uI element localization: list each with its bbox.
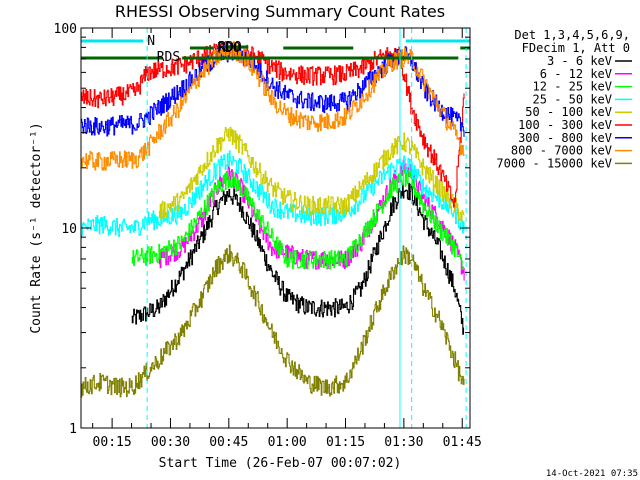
legend-label: 7000 - 15000 keV: [496, 156, 612, 170]
y-tick-label: 1: [69, 422, 77, 437]
legend-label: 100 - 300 keV: [518, 118, 612, 132]
y-axis-label: Count Rate (s⁻¹ detector⁻¹): [29, 122, 44, 333]
legend: Det 1,3,4,5,6,9, FDecim 1, Att 0 3 - 6 k…: [496, 28, 632, 170]
x-axis-label: Start Time (26-Feb-07 00:07:02): [159, 456, 402, 471]
axes-group: 1 10 100 00:15 00:30 00:45 01:00 01:15 01:30 01:4…: [54, 22, 482, 450]
y-tick-label: 100: [54, 22, 77, 37]
flag-bar-label: RDO: [217, 41, 241, 56]
x-tick-label: 00:15: [93, 435, 132, 450]
x-tick-label: 01:45: [443, 435, 482, 450]
y-tick-label: 10: [61, 222, 77, 237]
x-tick-label: 01:15: [326, 435, 365, 450]
flag-bar-label: N: [147, 34, 155, 49]
chart-title: RHESSI Observing Summary Count Rates: [115, 2, 445, 21]
legend-label: 6 - 12 keV: [540, 67, 612, 81]
flag-bar-label: RDO: [218, 40, 242, 55]
legend-label: 300 - 800 keV: [518, 131, 612, 145]
legend-label: 12 - 25 keV: [533, 80, 612, 94]
x-tick-label: 01:00: [268, 435, 307, 450]
legend-header-line-1: Det 1,3,4,5,6,9,: [514, 28, 630, 42]
x-tick-label: 00:45: [209, 435, 248, 450]
series-line-1: [131, 182, 465, 335]
legend-label: 25 - 50 keV: [533, 92, 612, 106]
date-stamp: 14-Oct-2021 07:35: [546, 469, 638, 479]
legend-header-line-2: FDecim 1, Att 0: [522, 41, 630, 55]
x-tick-label: 00:30: [151, 435, 190, 450]
x-tick-label: 01:30: [384, 435, 423, 450]
legend-label: 50 - 100 keV: [525, 105, 612, 119]
series-line-5: [158, 126, 465, 222]
series-line-3: [131, 168, 465, 271]
flag-bar-label: RDS: [157, 50, 180, 65]
legend-label: 3 - 6 keV: [547, 54, 612, 68]
legend-label: 800 - 7000 keV: [511, 144, 612, 158]
